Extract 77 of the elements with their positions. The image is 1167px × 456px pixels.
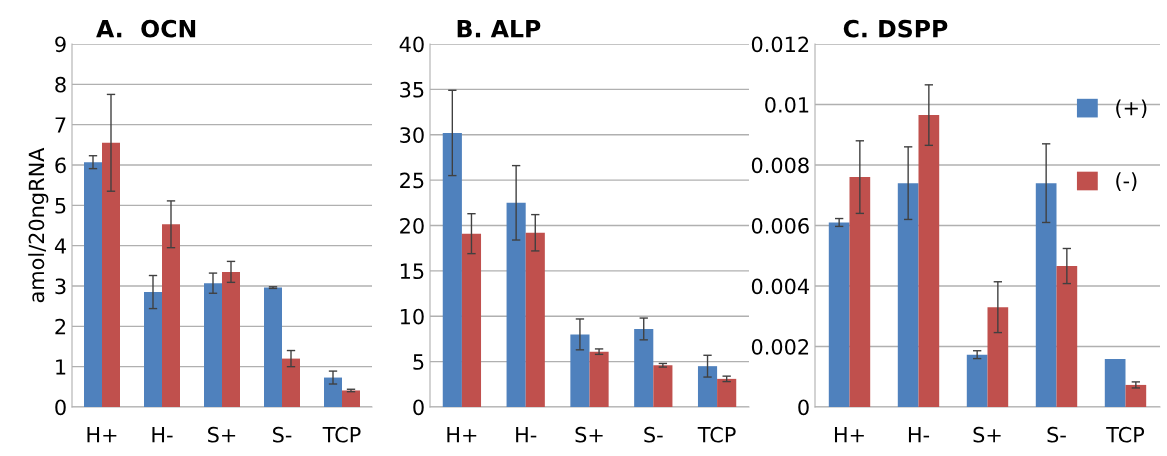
x-tick-label: S+ (575, 426, 603, 443)
y-tick-label: 20 (400, 217, 424, 234)
y-tick-label: 0.01 (765, 96, 809, 113)
x-tick-label: H+ (447, 427, 477, 443)
bar (1035, 183, 1057, 407)
chart-title: A. OCN (96, 19, 196, 38)
x-tick-label: TCP (697, 426, 736, 443)
x-tick-label: H+ (87, 427, 117, 443)
x-tick-label: H- (908, 427, 930, 443)
y-tick-label: 3 (55, 278, 66, 295)
x-tick-label: TCP (1106, 426, 1145, 443)
x-tick-label: S- (1047, 426, 1066, 443)
x-tick-label: S+ (973, 426, 1001, 443)
bar (222, 271, 240, 407)
chart-title: B. ALP (457, 20, 541, 38)
bar (264, 287, 282, 407)
y-tick-label: 0.002 (751, 338, 809, 355)
y-tick-label: 0 (55, 399, 66, 416)
y-tick-label: 2 (55, 318, 66, 335)
bar (634, 328, 654, 407)
bar (717, 378, 737, 407)
x-tick-label: S+ (208, 426, 236, 443)
y-tick-label: 0.008 (751, 157, 809, 174)
x-tick-label: S- (273, 426, 292, 443)
y-tick-label: 0.006 (751, 217, 809, 234)
y-tick-label: 0.012 (751, 36, 809, 53)
bar (1056, 266, 1078, 407)
legend-label: (+) (1116, 99, 1147, 119)
bar (102, 142, 120, 407)
y-tick-label: 7 (55, 117, 66, 133)
x-tick-label: H- (152, 427, 173, 443)
y-tick-label: 0 (413, 399, 424, 416)
y-tick-label: 40 (399, 36, 424, 53)
y-tick-label: 5 (55, 198, 66, 214)
bar (324, 377, 342, 407)
y-tick-label: 5 (413, 354, 424, 370)
bar (144, 292, 162, 407)
bar (966, 354, 988, 407)
bar (849, 177, 871, 407)
y-tick-label: 0 (798, 399, 809, 416)
legend-label: (-) (1116, 172, 1137, 191)
y-tick-label: 10 (400, 308, 424, 325)
y-tick-label: 35 (400, 81, 424, 98)
bar (162, 224, 180, 407)
bar (506, 202, 526, 407)
bar (461, 233, 482, 407)
x-tick-label: H+ (834, 427, 864, 443)
chart-title: C. DSPP (843, 19, 948, 38)
bar (897, 183, 919, 407)
bar (525, 232, 545, 407)
y-tick-label: 4 (54, 238, 66, 254)
y-tick-label: 8 (55, 76, 66, 93)
bar (987, 307, 1009, 407)
y-tick-label: 6 (55, 157, 66, 174)
bar (282, 358, 300, 407)
bar (653, 365, 673, 407)
bar (204, 283, 222, 407)
y-tick-label: 9 (55, 36, 66, 53)
bar (1104, 358, 1126, 407)
bar (828, 222, 850, 407)
y-tick-label: 25 (400, 172, 424, 189)
x-tick-label: S- (644, 426, 663, 443)
bar (442, 132, 462, 407)
bar (342, 390, 360, 407)
y-tick-label: 0.004 (751, 278, 809, 295)
bar (570, 334, 590, 407)
y-axis-title: amol/20ngRNA (28, 147, 49, 303)
x-tick-label: H- (516, 427, 537, 443)
y-tick-label: 1 (56, 359, 66, 375)
bar (918, 115, 940, 407)
bar (84, 162, 102, 407)
x-tick-label: TCP (322, 426, 361, 443)
bar (1125, 384, 1147, 407)
y-tick-label: 30 (400, 127, 424, 143)
y-tick-label: 15 (400, 263, 424, 280)
bar (589, 351, 609, 407)
bar (697, 366, 718, 407)
